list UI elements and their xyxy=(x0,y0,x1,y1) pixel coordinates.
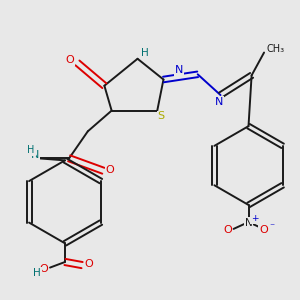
Text: O: O xyxy=(65,56,74,65)
Text: ⁻: ⁻ xyxy=(270,222,275,232)
Text: O: O xyxy=(85,260,93,269)
Text: H: H xyxy=(142,48,149,58)
Text: S: S xyxy=(158,111,165,121)
Text: N: N xyxy=(31,150,39,160)
Text: H: H xyxy=(28,145,35,155)
Text: O: O xyxy=(259,226,268,236)
Text: N: N xyxy=(175,65,183,75)
Text: +: + xyxy=(251,214,259,224)
Text: N: N xyxy=(244,218,252,228)
Text: O: O xyxy=(40,264,48,274)
Text: O: O xyxy=(106,165,115,175)
Text: H: H xyxy=(33,268,41,278)
Text: CH₃: CH₃ xyxy=(266,44,285,54)
Text: O: O xyxy=(223,226,232,236)
Text: N: N xyxy=(215,97,223,107)
